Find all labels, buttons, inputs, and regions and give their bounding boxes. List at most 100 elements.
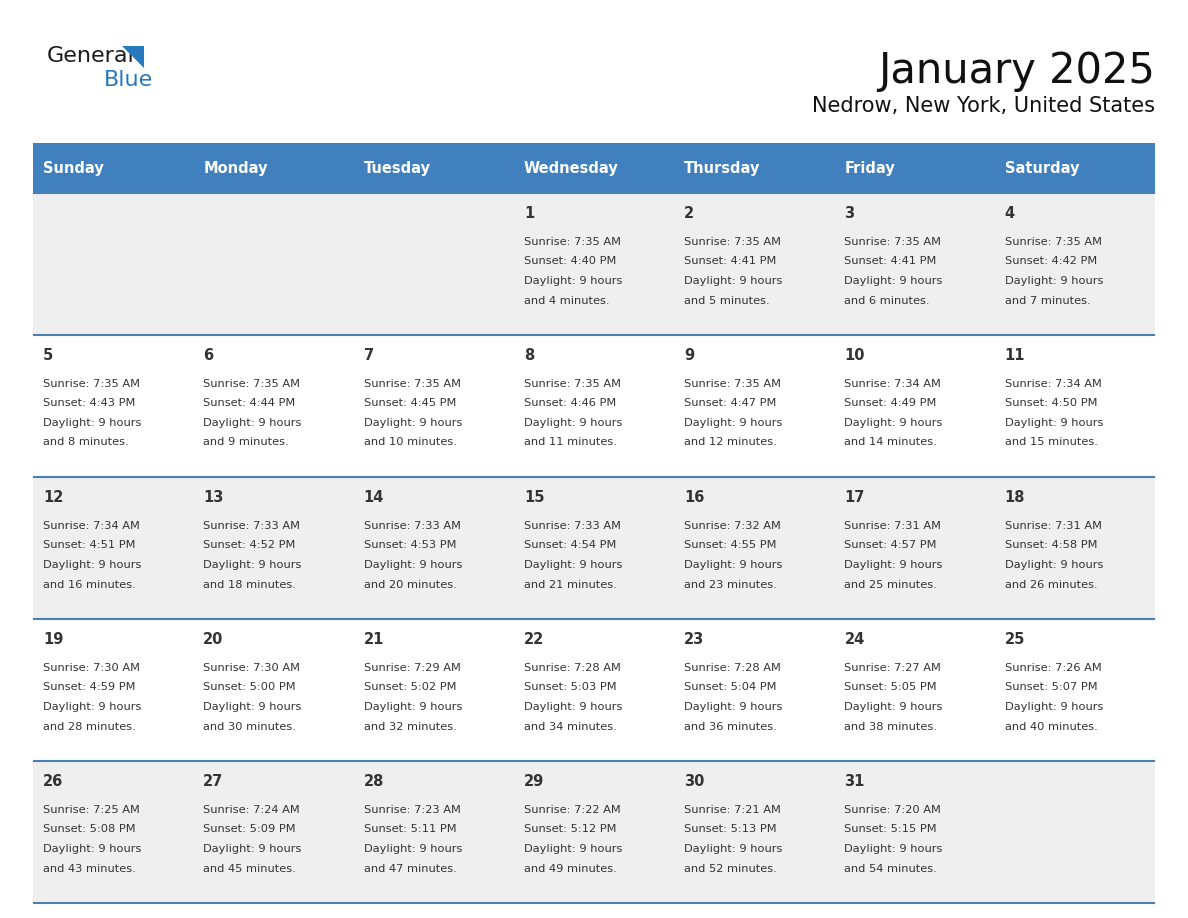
Text: 6: 6 bbox=[203, 348, 214, 363]
Text: Sunset: 4:41 PM: Sunset: 4:41 PM bbox=[684, 256, 777, 266]
Text: Daylight: 9 hours: Daylight: 9 hours bbox=[1005, 702, 1104, 712]
Text: and 30 minutes.: and 30 minutes. bbox=[203, 722, 296, 732]
Text: Daylight: 9 hours: Daylight: 9 hours bbox=[845, 418, 943, 428]
Text: 7: 7 bbox=[364, 348, 374, 363]
Text: Sunset: 5:11 PM: Sunset: 5:11 PM bbox=[364, 824, 456, 834]
Text: and 8 minutes.: and 8 minutes. bbox=[43, 438, 128, 447]
Text: and 40 minutes.: and 40 minutes. bbox=[1005, 722, 1098, 732]
Text: Sunrise: 7:33 AM: Sunrise: 7:33 AM bbox=[203, 521, 301, 531]
Text: and 14 minutes.: and 14 minutes. bbox=[845, 438, 937, 447]
Text: Sunrise: 7:30 AM: Sunrise: 7:30 AM bbox=[43, 663, 140, 673]
Text: Daylight: 9 hours: Daylight: 9 hours bbox=[684, 702, 783, 712]
Text: and 28 minutes.: and 28 minutes. bbox=[43, 722, 135, 732]
Text: Sunset: 4:51 PM: Sunset: 4:51 PM bbox=[43, 541, 135, 551]
Bar bbox=[33, 619, 1155, 761]
Text: Daylight: 9 hours: Daylight: 9 hours bbox=[524, 702, 623, 712]
Text: and 11 minutes.: and 11 minutes. bbox=[524, 438, 617, 447]
Text: 14: 14 bbox=[364, 490, 384, 505]
Text: Daylight: 9 hours: Daylight: 9 hours bbox=[364, 702, 462, 712]
Text: 13: 13 bbox=[203, 490, 223, 505]
Text: Sunrise: 7:35 AM: Sunrise: 7:35 AM bbox=[845, 237, 941, 247]
Text: Sunrise: 7:30 AM: Sunrise: 7:30 AM bbox=[203, 663, 301, 673]
Text: Sunset: 5:15 PM: Sunset: 5:15 PM bbox=[845, 824, 937, 834]
Text: 20: 20 bbox=[203, 632, 223, 647]
Text: Saturday: Saturday bbox=[1005, 161, 1079, 175]
Text: Sunset: 4:42 PM: Sunset: 4:42 PM bbox=[1005, 256, 1097, 266]
Text: 26: 26 bbox=[43, 774, 63, 789]
Text: Sunrise: 7:31 AM: Sunrise: 7:31 AM bbox=[845, 521, 941, 531]
Text: Daylight: 9 hours: Daylight: 9 hours bbox=[845, 702, 943, 712]
Text: Daylight: 9 hours: Daylight: 9 hours bbox=[684, 276, 783, 286]
Text: Sunrise: 7:24 AM: Sunrise: 7:24 AM bbox=[203, 805, 301, 815]
Text: Sunrise: 7:29 AM: Sunrise: 7:29 AM bbox=[364, 663, 461, 673]
Text: Sunrise: 7:26 AM: Sunrise: 7:26 AM bbox=[1005, 663, 1101, 673]
Text: and 18 minutes.: and 18 minutes. bbox=[203, 579, 296, 589]
Text: and 20 minutes.: and 20 minutes. bbox=[364, 579, 456, 589]
Text: Daylight: 9 hours: Daylight: 9 hours bbox=[524, 844, 623, 854]
Text: Sunrise: 7:32 AM: Sunrise: 7:32 AM bbox=[684, 521, 781, 531]
Text: Sunrise: 7:20 AM: Sunrise: 7:20 AM bbox=[845, 805, 941, 815]
Text: Sunrise: 7:35 AM: Sunrise: 7:35 AM bbox=[524, 379, 621, 389]
Text: Daylight: 9 hours: Daylight: 9 hours bbox=[43, 844, 141, 854]
Text: January 2025: January 2025 bbox=[878, 50, 1155, 92]
Text: and 45 minutes.: and 45 minutes. bbox=[203, 864, 296, 874]
Text: Sunset: 5:04 PM: Sunset: 5:04 PM bbox=[684, 682, 777, 692]
Text: and 26 minutes.: and 26 minutes. bbox=[1005, 579, 1098, 589]
Text: Sunrise: 7:35 AM: Sunrise: 7:35 AM bbox=[43, 379, 140, 389]
Text: and 4 minutes.: and 4 minutes. bbox=[524, 296, 609, 306]
Text: Daylight: 9 hours: Daylight: 9 hours bbox=[1005, 418, 1104, 428]
Text: Daylight: 9 hours: Daylight: 9 hours bbox=[43, 702, 141, 712]
Text: 23: 23 bbox=[684, 632, 704, 647]
Text: Sunset: 5:02 PM: Sunset: 5:02 PM bbox=[364, 682, 456, 692]
Text: Sunrise: 7:27 AM: Sunrise: 7:27 AM bbox=[845, 663, 941, 673]
Text: and 52 minutes.: and 52 minutes. bbox=[684, 864, 777, 874]
Bar bbox=[33, 335, 1155, 477]
Text: Daylight: 9 hours: Daylight: 9 hours bbox=[845, 560, 943, 570]
Text: Sunrise: 7:35 AM: Sunrise: 7:35 AM bbox=[203, 379, 301, 389]
Text: Sunrise: 7:23 AM: Sunrise: 7:23 AM bbox=[364, 805, 461, 815]
Text: Sunset: 4:57 PM: Sunset: 4:57 PM bbox=[845, 541, 937, 551]
Text: Daylight: 9 hours: Daylight: 9 hours bbox=[364, 844, 462, 854]
Text: Friday: Friday bbox=[845, 161, 896, 175]
Text: Daylight: 9 hours: Daylight: 9 hours bbox=[684, 844, 783, 854]
Text: Sunrise: 7:33 AM: Sunrise: 7:33 AM bbox=[364, 521, 461, 531]
Text: Sunset: 4:44 PM: Sunset: 4:44 PM bbox=[203, 398, 296, 409]
Text: Sunset: 5:13 PM: Sunset: 5:13 PM bbox=[684, 824, 777, 834]
Text: 8: 8 bbox=[524, 348, 535, 363]
Text: 31: 31 bbox=[845, 774, 865, 789]
Text: Sunrise: 7:35 AM: Sunrise: 7:35 AM bbox=[1005, 237, 1101, 247]
Bar bbox=[33, 143, 1155, 193]
Text: 1: 1 bbox=[524, 206, 535, 221]
Text: Sunset: 5:05 PM: Sunset: 5:05 PM bbox=[845, 682, 937, 692]
Text: Sunset: 5:07 PM: Sunset: 5:07 PM bbox=[1005, 682, 1098, 692]
Text: Sunset: 4:55 PM: Sunset: 4:55 PM bbox=[684, 541, 777, 551]
Text: and 6 minutes.: and 6 minutes. bbox=[845, 296, 930, 306]
Text: Wednesday: Wednesday bbox=[524, 161, 619, 175]
Text: and 54 minutes.: and 54 minutes. bbox=[845, 864, 937, 874]
Text: 15: 15 bbox=[524, 490, 544, 505]
Text: Daylight: 9 hours: Daylight: 9 hours bbox=[364, 418, 462, 428]
Text: General: General bbox=[48, 46, 134, 66]
Text: 16: 16 bbox=[684, 490, 704, 505]
Text: 18: 18 bbox=[1005, 490, 1025, 505]
Text: Daylight: 9 hours: Daylight: 9 hours bbox=[1005, 276, 1104, 286]
Text: Sunset: 5:12 PM: Sunset: 5:12 PM bbox=[524, 824, 617, 834]
Text: Sunrise: 7:28 AM: Sunrise: 7:28 AM bbox=[684, 663, 781, 673]
Text: and 10 minutes.: and 10 minutes. bbox=[364, 438, 456, 447]
Text: 22: 22 bbox=[524, 632, 544, 647]
Text: 19: 19 bbox=[43, 632, 63, 647]
Text: 10: 10 bbox=[845, 348, 865, 363]
Text: Daylight: 9 hours: Daylight: 9 hours bbox=[524, 276, 623, 286]
Text: 2: 2 bbox=[684, 206, 694, 221]
Text: Sunset: 4:43 PM: Sunset: 4:43 PM bbox=[43, 398, 135, 409]
Text: Sunset: 4:50 PM: Sunset: 4:50 PM bbox=[1005, 398, 1098, 409]
Text: 3: 3 bbox=[845, 206, 854, 221]
Text: and 43 minutes.: and 43 minutes. bbox=[43, 864, 135, 874]
Text: Sunset: 4:45 PM: Sunset: 4:45 PM bbox=[364, 398, 456, 409]
Text: Sunrise: 7:31 AM: Sunrise: 7:31 AM bbox=[1005, 521, 1101, 531]
Text: Sunset: 5:00 PM: Sunset: 5:00 PM bbox=[203, 682, 296, 692]
Text: Tuesday: Tuesday bbox=[364, 161, 430, 175]
Text: Sunset: 5:03 PM: Sunset: 5:03 PM bbox=[524, 682, 617, 692]
Text: Sunset: 4:59 PM: Sunset: 4:59 PM bbox=[43, 682, 135, 692]
Text: Daylight: 9 hours: Daylight: 9 hours bbox=[1005, 560, 1104, 570]
